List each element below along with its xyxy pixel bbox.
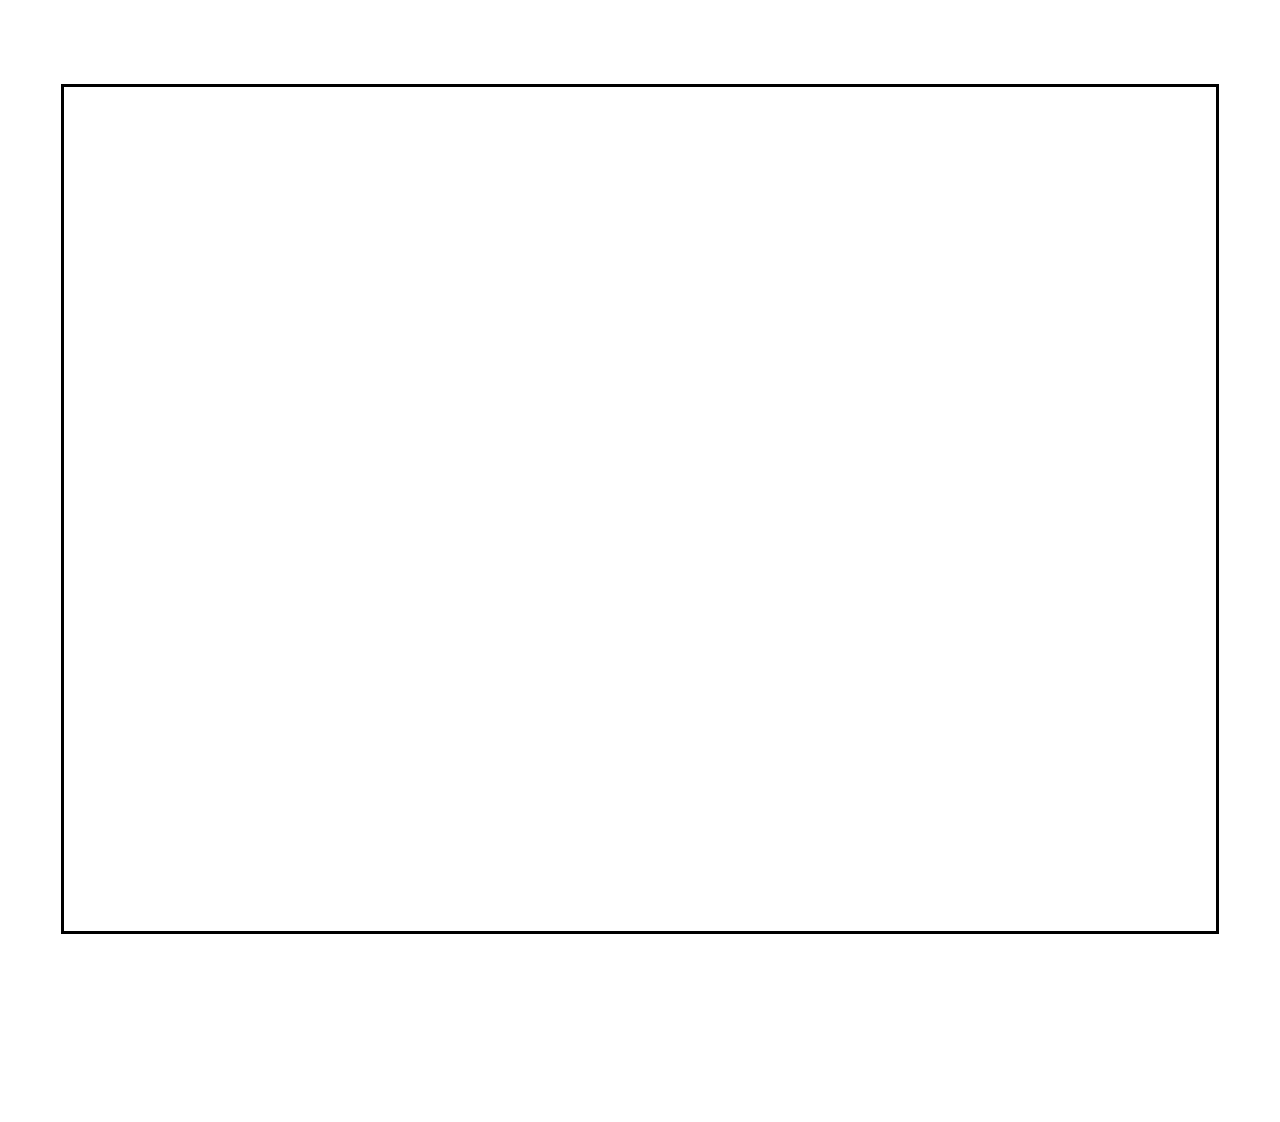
map-canvas: [61, 84, 1219, 934]
h850-legend-line-swatch: [884, 964, 918, 967]
weather-map-svg: [64, 87, 1216, 931]
h850-legend: [884, 950, 928, 980]
colorbar-svg: [1194, 203, 1254, 653]
wind-speed-colorbar: [1194, 203, 1254, 653]
forecast-caption: [62, 942, 92, 1122]
